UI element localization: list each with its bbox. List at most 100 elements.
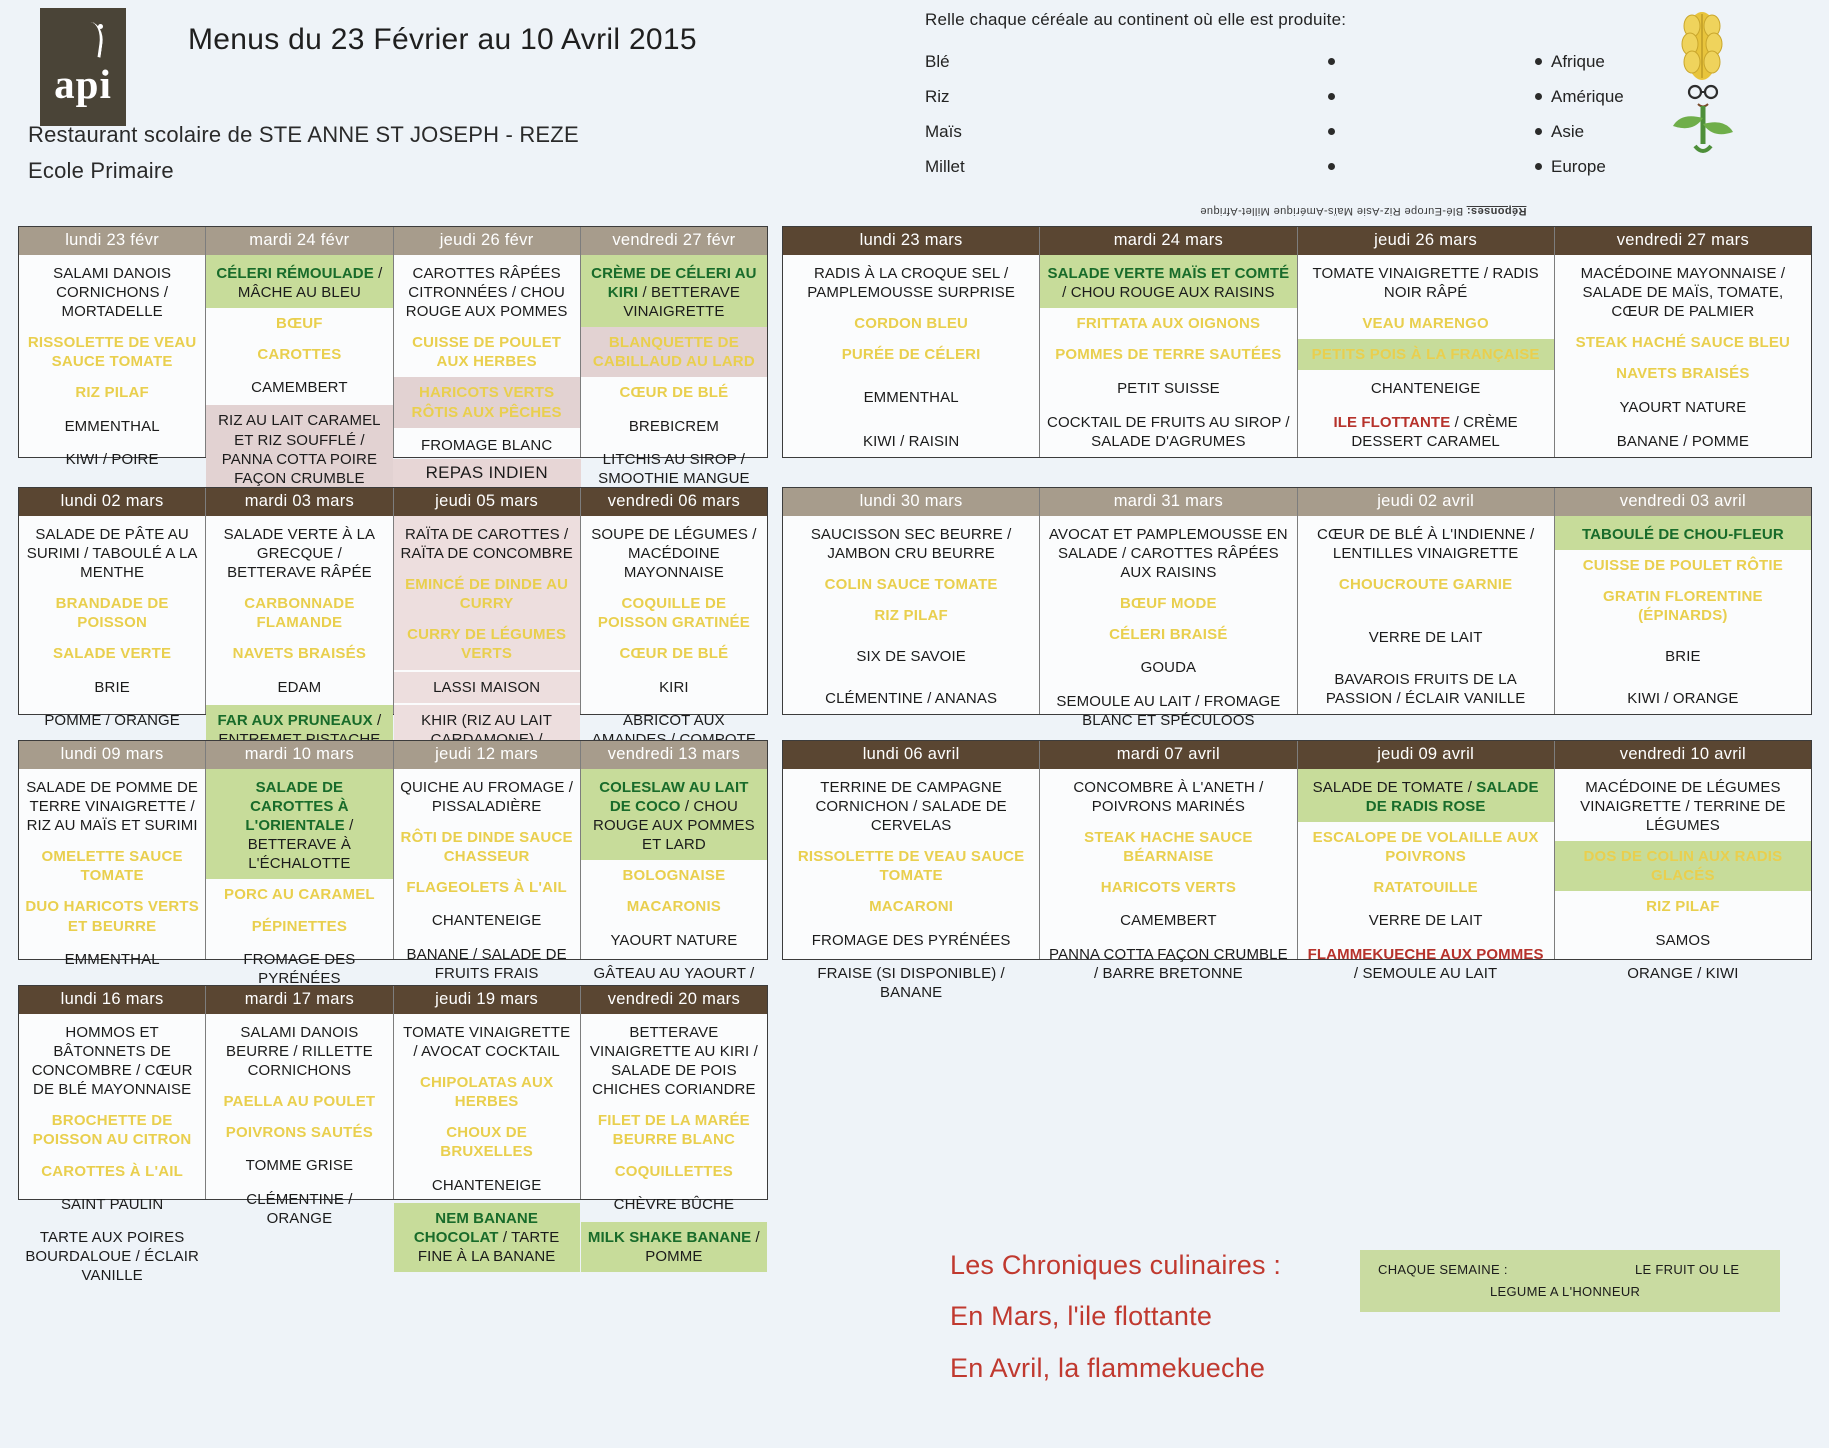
- menu-fromage: VERRE DE LAIT: [1368, 629, 1483, 647]
- quiz-continent-dot[interactable]: [1525, 128, 1551, 135]
- menu-plat: DOS DE COLIN AUX RADIS GLACÉS: [1554, 841, 1811, 892]
- menu-side: COQUILLETTES: [614, 1162, 733, 1180]
- menu-item-rest: / POMME: [645, 1229, 760, 1266]
- day-column: lundi 09 mars SALADE DE POMME DE TERRE VI…: [19, 741, 207, 1001]
- day-header: lundi 16 mars: [19, 986, 206, 1014]
- day-header: mardi 10 mars: [206, 741, 393, 769]
- menu-plat: BLANQUETTE DE CABILLAUD AU LARD: [580, 327, 767, 378]
- quiz-cereal-dot[interactable]: [1135, 128, 1335, 135]
- quiz-continent-dot[interactable]: [1525, 58, 1551, 65]
- day-column: lundi 23 mars RADIS À LA CROQUE SEL / PAM…: [783, 227, 1041, 457]
- menu-fromage: EDAM: [277, 678, 322, 696]
- quiz-continent-dot[interactable]: [1525, 163, 1551, 170]
- day-header: jeudi 26 mars: [1297, 227, 1554, 255]
- menu-item-highlight: TABOULÉ DE CHOU-FLEUR: [1581, 525, 1784, 543]
- menu-dessert: ORANGE / KIWI: [1627, 964, 1739, 982]
- chroniques-line-1: Les Chroniques culinaires :: [950, 1250, 1282, 1280]
- day-column: lundi 23 févr SALAMI DANOIS CORNICHONS / …: [19, 227, 207, 468]
- logo-text: api: [54, 61, 112, 107]
- menu-dessert: KIWI / RAISIN: [862, 432, 960, 450]
- menu-dessert: NEM BANANE CHOCOLAT / TARTE FINE À LA BA…: [393, 1202, 580, 1273]
- day-header: vendredi 06 mars: [580, 488, 767, 516]
- menu-side: POIVRONS SAUTÉS: [225, 1124, 373, 1142]
- menu-plat: FRITTATA AUX OIGNONS: [1076, 314, 1261, 332]
- chroniques-culinaires: Les Chroniques culinaires : En Mars, l'i…: [950, 1240, 1281, 1394]
- menu-plat: PAELLA AU POULET: [223, 1093, 376, 1111]
- day-column: mardi 24 févr CÉLERI RÉMOULADE / MÂCHE AU…: [206, 227, 394, 495]
- legend-weekly-label: CHAQUE SEMAINE :: [1378, 1262, 1508, 1277]
- menu-entree: SOUPE DE LÉGUMES / MACÉDOINE MAYONNAISE: [591, 525, 757, 581]
- menu-side: CURRY DE LÉGUMES VERTS: [393, 619, 580, 670]
- quiz-cereal-dot[interactable]: [1135, 163, 1335, 170]
- menu-plat: RÔTI DE DINDE SAUCE CHASSEUR: [400, 828, 573, 866]
- day-column: mardi 17 mars SALAMI DANOIS BEURRE / RILL…: [206, 986, 394, 1227]
- menu-item-rest: / BETTERAVE VINAIGRETTE: [623, 283, 740, 320]
- menu-fromage: GOUDA: [1140, 659, 1197, 677]
- menu-dessert: FRAISE (SI DISPONIBLE) / BANANE: [817, 964, 1005, 1001]
- menu-fromage: TOMME GRISE: [245, 1157, 354, 1175]
- menu-plat: EMINCÉ DE DINDE AU CURRY: [393, 568, 580, 620]
- menu-plat: COQUILLE DE POISSON GRATINÉE: [597, 595, 750, 632]
- menu-item-rest: / CHOU ROUGE AUX POMMES ET LARD: [593, 797, 755, 854]
- menu-plat: BŒUF: [276, 314, 323, 332]
- menu-side: CAROTTES: [257, 346, 342, 364]
- menu-side: NAVETS BRAISÉS: [1616, 365, 1750, 383]
- day-column: vendredi 06 mars SOUPE DE LÉGUMES / MACÉD…: [580, 488, 767, 767]
- menu-entree: RAÏTA DE CAROTTES / RAÏTA DE CONCOMBRE: [393, 515, 580, 569]
- day-header: vendredi 10 avril: [1554, 741, 1811, 769]
- menu-dessert: FLAMMEKUECHE AUX POMMES / SEMOULE AU LAI…: [1298, 939, 1554, 989]
- menu-side: CHOUX DE BRUXELLES: [440, 1124, 533, 1161]
- menu-entree: BETTERAVE VINAIGRETTE AU KIRI / SALADE D…: [589, 1023, 758, 1099]
- day-header: jeudi 05 mars: [393, 488, 580, 516]
- menu-side: HARICOTS VERTS: [1100, 879, 1237, 897]
- quiz-cereal-label: Riz: [925, 86, 950, 106]
- menu-entree: TOMATE VINAIGRETTE / RADIS NOIR RÂPÉ: [1312, 264, 1539, 301]
- day-column: mardi 10 mars SALADE DE CAROTTES À L'ORIE…: [206, 741, 394, 1039]
- menu-dessert: PANNA COTTA FAÇON CRUMBLE / BARRE BRETON…: [1049, 945, 1288, 982]
- menu-entree: CRÈME DE CÉLERI AU KIRI / BETTERAVE VINA…: [580, 254, 767, 328]
- day-header: jeudi 19 mars: [393, 986, 580, 1014]
- menu-item-rest: / MÂCHE AU BLEU: [237, 264, 383, 301]
- menu-item-highlight: FAR AUX PRUNEAUX: [217, 711, 373, 729]
- quiz-cereal-dot[interactable]: [1135, 93, 1335, 100]
- menu-item-rest: / TARTE FINE À LA BANANE: [417, 1229, 560, 1266]
- day-column: jeudi 12 mars QUICHE AU FROMAGE / PISSALA…: [393, 741, 581, 982]
- day-header: mardi 17 mars: [206, 986, 393, 1014]
- menu-entree: COLESLAW AU LAIT DE COCO / CHOU ROUGE AU…: [580, 768, 767, 861]
- day-header: mardi 31 mars: [1040, 488, 1297, 516]
- legend-vegetable: LEGUME A L'HONNEUR: [1490, 1284, 1641, 1299]
- menu-side: PÉPINETTES: [251, 917, 348, 935]
- menu-side: CAROTTES À L'AIL: [41, 1162, 183, 1180]
- day-column: vendredi 13 mars COLESLAW AU LAIT DE COCO…: [580, 741, 767, 1001]
- day-column: jeudi 26 mars TOMATE VINAIGRETTE / RADIS …: [1297, 227, 1555, 457]
- menu-item-featured: FLAMMEKUECHE AUX POMMES: [1307, 945, 1544, 963]
- day-column: vendredi 20 mars BETTERAVE VINAIGRETTE AU…: [580, 986, 767, 1273]
- answers-label: Réponses:: [1466, 205, 1527, 217]
- menu-item-rest: / BETTERAVE À L'ÉCHALOTTE: [247, 816, 354, 873]
- day-header: mardi 24 mars: [1040, 227, 1297, 255]
- quiz-title: Relle chaque céréale au continent où ell…: [925, 10, 1347, 29]
- day-header: jeudi 26 févr: [393, 227, 580, 255]
- day-header: jeudi 09 avril: [1297, 741, 1554, 769]
- menu-item-rest: / CHOU ROUGE AUX RAISINS: [1062, 283, 1275, 301]
- menu-side: PURÉE DE CÉLERI: [841, 346, 981, 364]
- menu-plat: VEAU MARENGO: [1362, 314, 1489, 332]
- day-column: jeudi 09 avril SALADE DE TOMATE / SALADE …: [1297, 741, 1555, 982]
- wheat-mascot-icon: [1673, 12, 1733, 153]
- menu-entree: RADIS À LA CROQUE SEL / PAMPLEMOUSSE SUR…: [807, 264, 1015, 301]
- menu-fromage: KIRI: [659, 678, 689, 696]
- day-column: jeudi 19 mars TOMATE VINAIGRETTE / AVOCAT…: [393, 986, 581, 1273]
- menu-entree: SALADE DE POMME DE TERRE VINAIGRETTE / R…: [26, 778, 199, 834]
- menu-plat: BRANDADE DE POISSON: [55, 595, 169, 632]
- menu-fromage: FROMAGE DES PYRÉNÉES: [243, 950, 356, 987]
- menu-item-highlight: SALADE DE CAROTTES À L'ORIENTALE: [245, 778, 349, 834]
- menu-fromage: CAMEMBERT: [251, 379, 348, 397]
- api-logo: api: [40, 8, 126, 126]
- page-title: Menus du 23 Février au 10 Avril 2015: [188, 23, 697, 56]
- day-column: jeudi 02 avril CŒUR DE BLÉ À L'INDIENNE /…: [1297, 488, 1555, 714]
- menu-fromage: YAOURT NATURE: [1619, 399, 1747, 417]
- quiz-continent-dot[interactable]: [1525, 93, 1551, 100]
- quiz-cereal-dot[interactable]: [1135, 58, 1335, 65]
- day-column: lundi 30 mars SAUCISSON SEC BEURRE / JAMB…: [783, 488, 1041, 714]
- menu-entree: MACÉDOINE MAYONNAISE / SALADE DE MAÏS, T…: [1580, 264, 1786, 320]
